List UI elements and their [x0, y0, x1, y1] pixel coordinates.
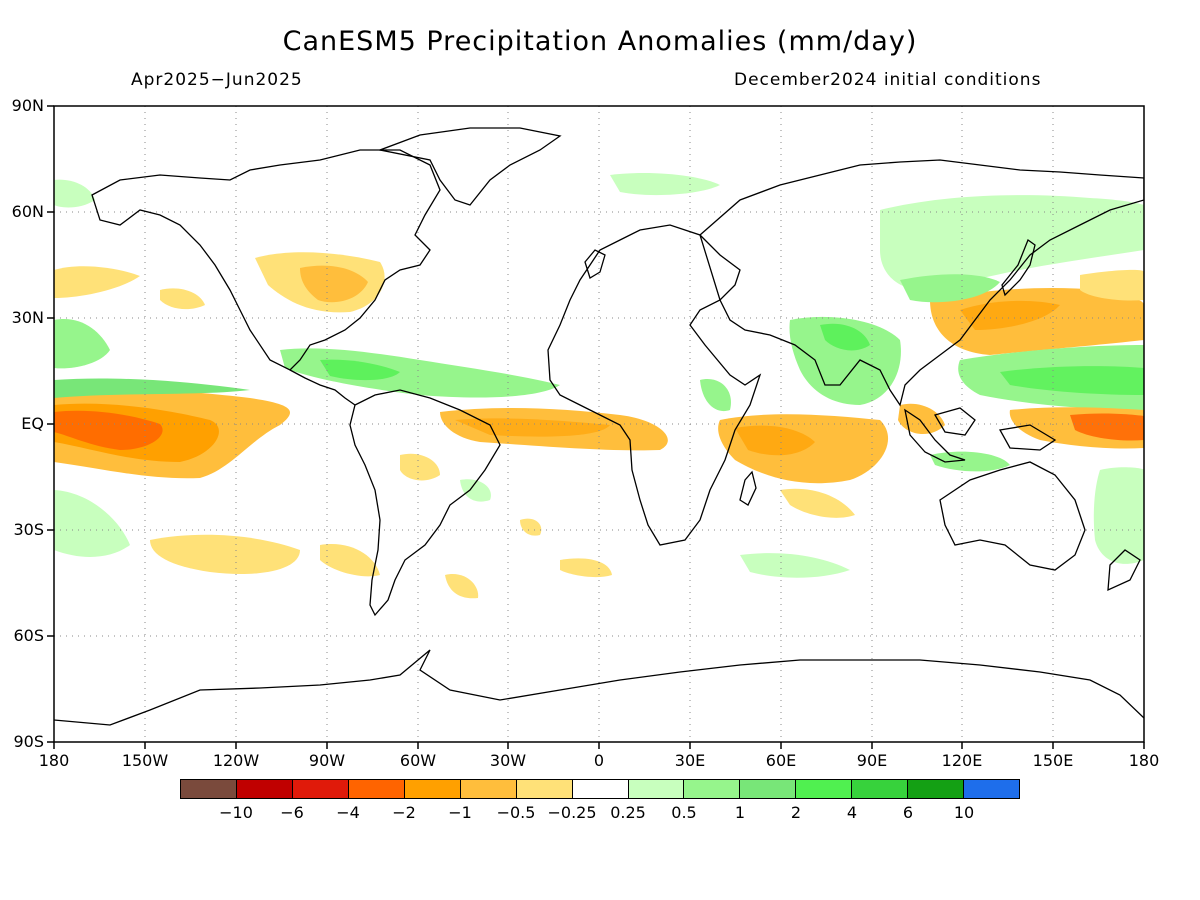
colorbar-swatch: [236, 780, 293, 798]
lon-label-60e: 60E: [765, 751, 797, 770]
colorbar-swatch: [628, 780, 685, 798]
colorbar-swatch: [572, 780, 629, 798]
colorbar: [180, 779, 1020, 799]
lon-label-90e: 90E: [856, 751, 888, 770]
gridlines: [54, 106, 1144, 742]
colorbar-label: 4: [846, 803, 858, 822]
initial-conditions-label: December2024 initial conditions: [734, 70, 1042, 90]
lon-label-90w: 90W: [308, 751, 346, 770]
chart-title: CanESM5 Precipitation Anomalies (mm/day): [282, 26, 918, 57]
lon-label-0: 0: [593, 751, 605, 770]
colorbar-label: −0.25: [547, 803, 597, 822]
colorbar-label: −10: [219, 803, 253, 822]
coastlines: [54, 127, 1144, 726]
lat-label-60s: 60S: [13, 626, 44, 645]
colorbar-swatch: [404, 780, 461, 798]
lat-label-eq: EQ: [21, 414, 44, 433]
forecast-period: Apr2025−Jun2025: [131, 70, 303, 90]
lat-label-90s: 90S: [13, 732, 44, 751]
lat-label-90n: 90N: [11, 96, 44, 115]
lon-label-30w: 30W: [489, 751, 527, 770]
colorbar-swatch: [852, 780, 909, 798]
colorbar-label: −0.5: [496, 803, 536, 822]
colorbar-label: −2: [392, 803, 416, 822]
lon-label-120e: 120E: [941, 751, 983, 770]
colorbar-swatch: [964, 780, 1020, 798]
colorbar-swatch: [516, 780, 573, 798]
lon-label-60w: 60W: [399, 751, 437, 770]
colorbar-label: 1: [734, 803, 746, 822]
anomaly-shading: [54, 173, 1144, 599]
colorbar-label: −4: [336, 803, 360, 822]
colorbar-swatch: [740, 780, 797, 798]
colorbar-swatch: [684, 780, 741, 798]
colorbar-label: 10: [953, 803, 975, 822]
lon-label-120w: 120W: [212, 751, 260, 770]
colorbar-label: 6: [902, 803, 914, 822]
lat-label-60n: 60N: [11, 202, 44, 221]
colorbar-swatch: [292, 780, 349, 798]
colorbar-label: −6: [280, 803, 304, 822]
colorbar-swatch: [181, 780, 237, 798]
lon-label-180w: 180: [38, 751, 70, 770]
lat-label-30s: 30S: [13, 520, 44, 539]
colorbar-swatch: [796, 780, 853, 798]
lon-label-150e: 150E: [1032, 751, 1074, 770]
colorbar-swatch: [460, 780, 517, 798]
colorbar-label: 0.5: [671, 803, 697, 822]
colorbar-label: −1: [448, 803, 472, 822]
lon-label-180e: 180: [1128, 751, 1160, 770]
lon-label-150w: 150W: [121, 751, 169, 770]
colorbar-swatch: [908, 780, 965, 798]
colorbar-swatch: [348, 780, 405, 798]
axis-ticks: [47, 105, 1145, 749]
colorbar-label: 0.25: [610, 803, 646, 822]
lon-label-30e: 30E: [674, 751, 706, 770]
colorbar-label: 2: [790, 803, 802, 822]
lat-label-30n: 30N: [11, 308, 44, 327]
